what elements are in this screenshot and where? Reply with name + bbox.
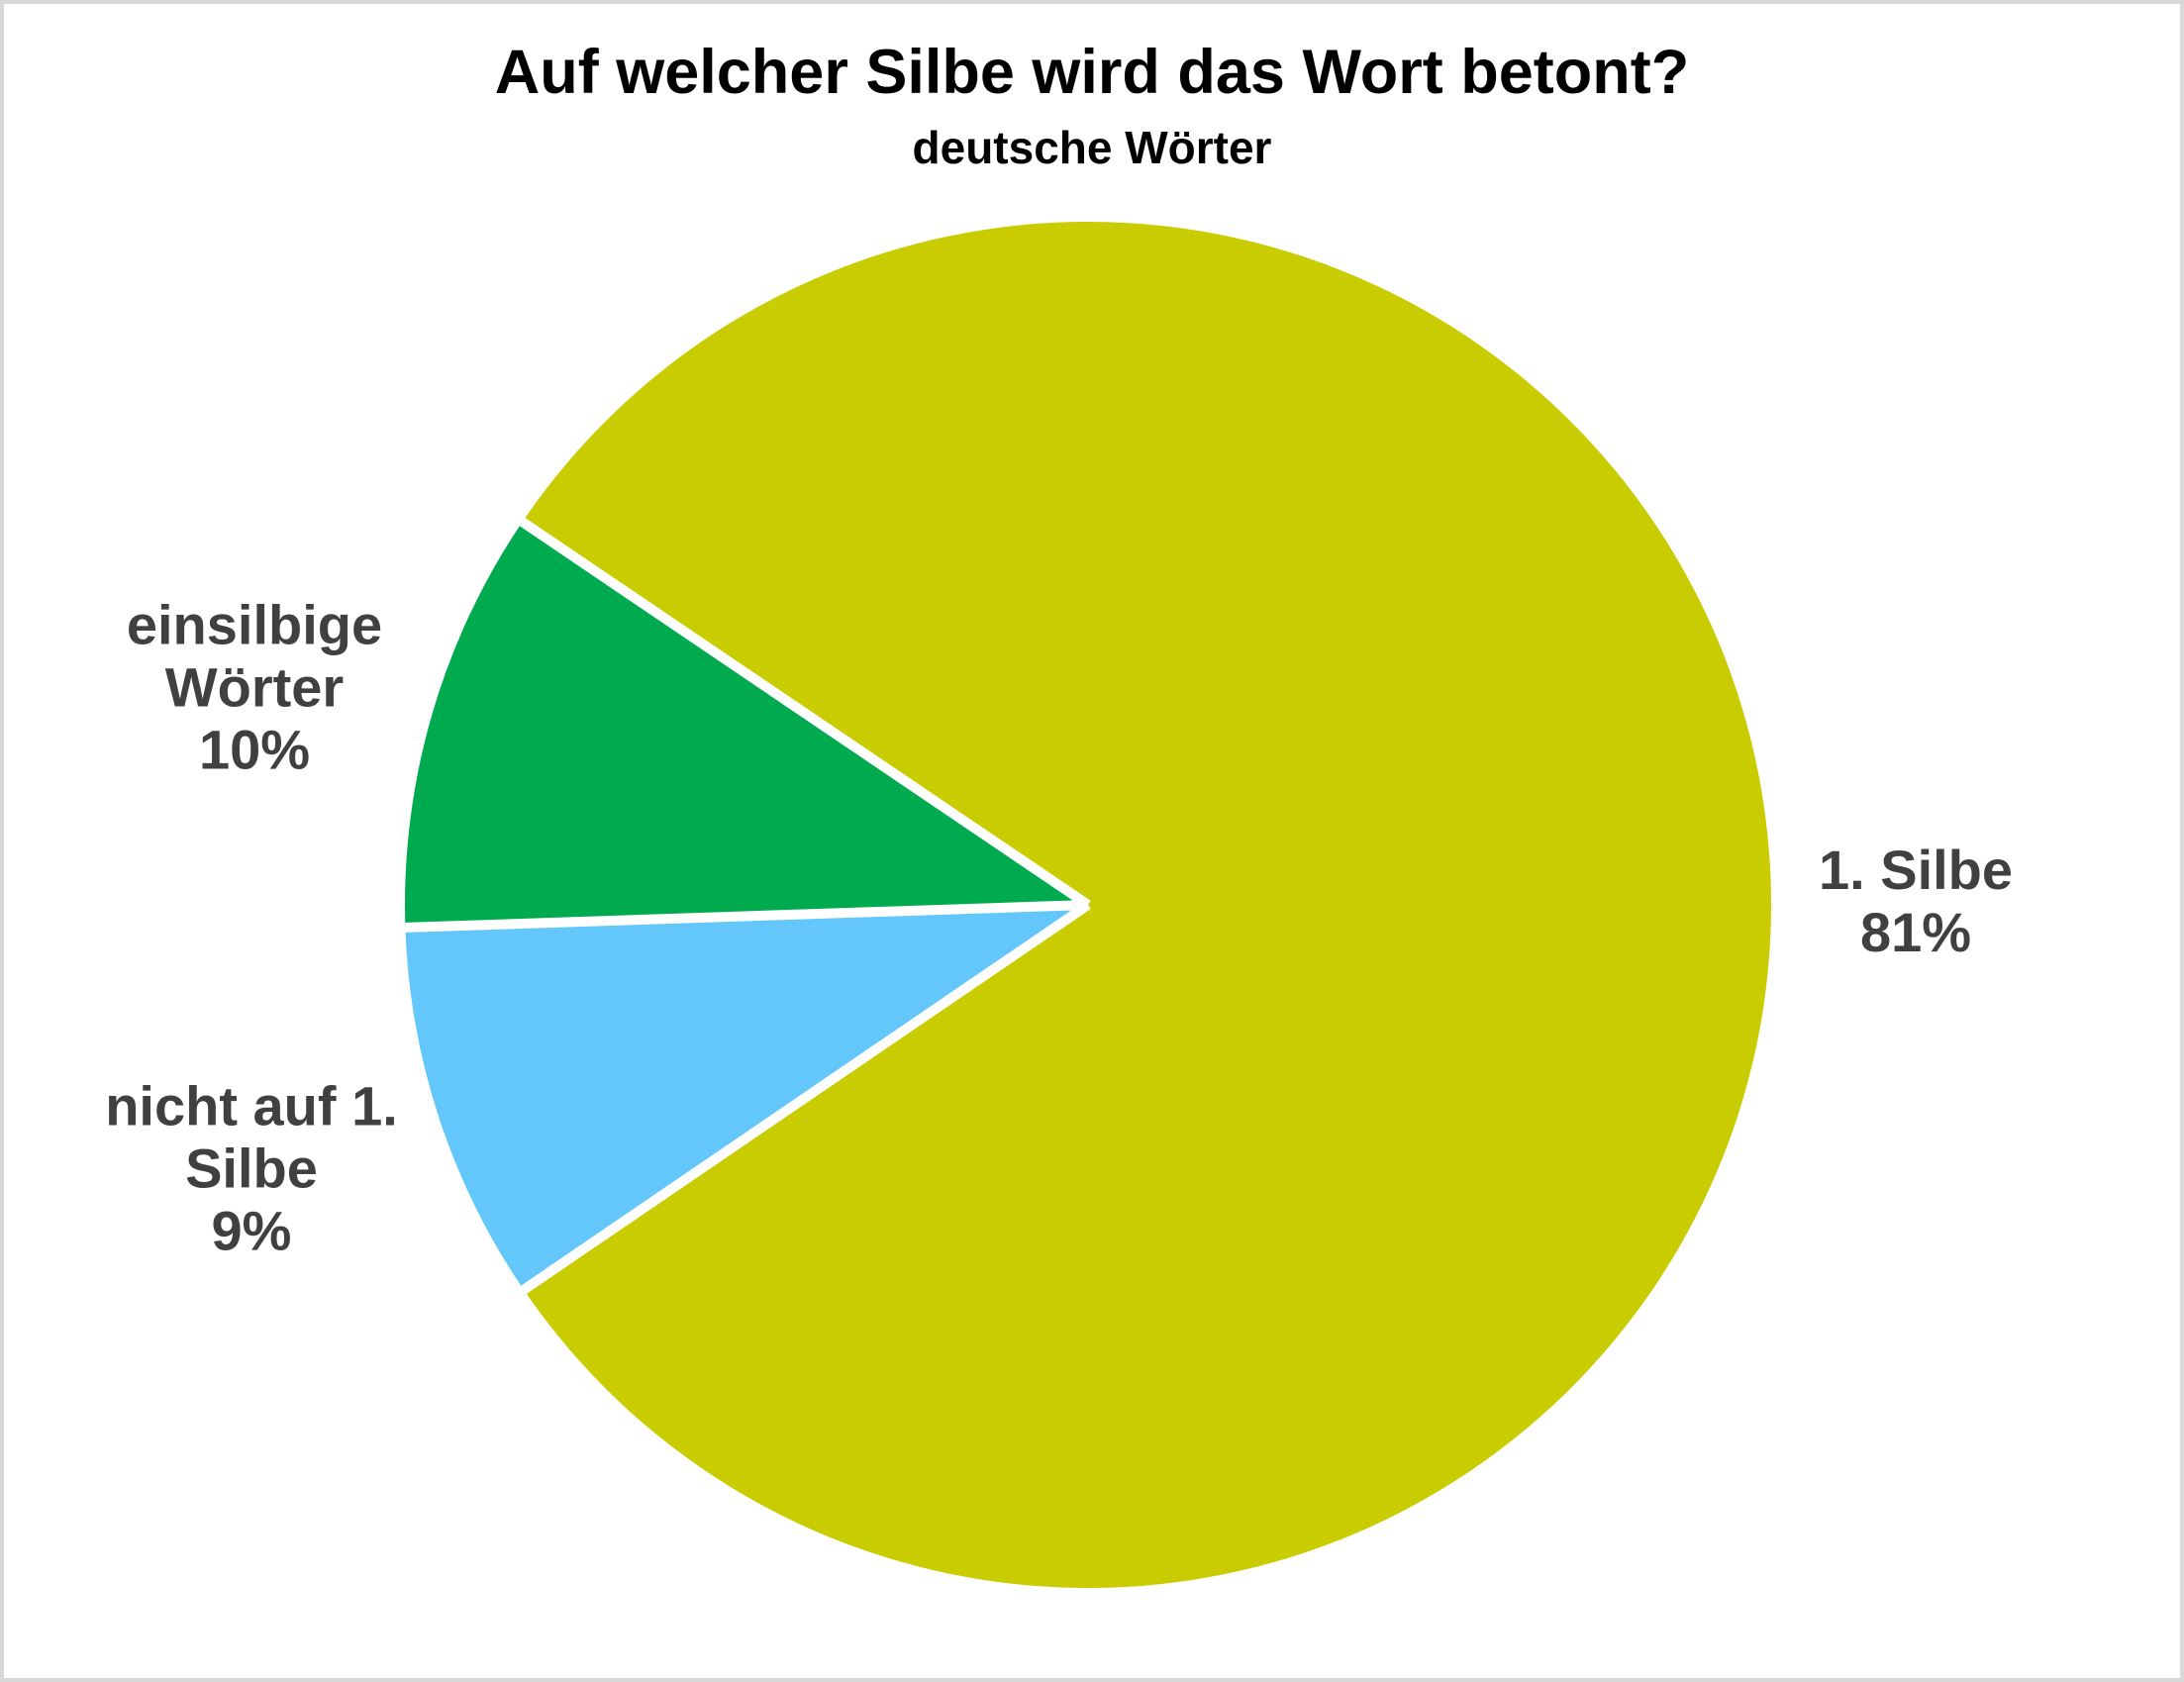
slice-separator-line bbox=[521, 900, 1091, 1294]
slice-label-monosyllabic-words: einsilbige Wörter 10% bbox=[127, 594, 382, 781]
slice-label-first-syllable: 1. Silbe 81% bbox=[1819, 839, 2013, 963]
slice-label-line: 1. Silbe bbox=[1818, 839, 2014, 901]
slice-label-not-first-syllable: nicht auf 1. Silbe 9% bbox=[105, 1075, 398, 1262]
pie-slice-einsilbige-wörter bbox=[405, 522, 1089, 928]
slice-label-line: einsilbige bbox=[126, 593, 383, 656]
slice-label-line: 81% bbox=[1859, 901, 1972, 963]
slice-label-line: Wörter bbox=[164, 655, 345, 719]
pie-slice-nicht-auf-1-silbe bbox=[405, 905, 1088, 1290]
slice-label-line: 9% bbox=[211, 1199, 292, 1262]
pie-chart bbox=[405, 222, 1771, 1588]
chart-subtitle: deutsche Wörter bbox=[912, 122, 1272, 173]
pie-slice-1-silbe bbox=[522, 222, 1771, 1588]
slice-label-line: 10% bbox=[198, 718, 311, 781]
slice-label-line: Silbe bbox=[185, 1137, 318, 1200]
slice-separator-line bbox=[405, 900, 1089, 933]
slice-label-line: nicht auf 1. bbox=[105, 1074, 398, 1138]
chart-title: Auf welcher Silbe wird das Wort betont? bbox=[494, 38, 1690, 107]
slice-separator-line bbox=[519, 518, 1091, 910]
